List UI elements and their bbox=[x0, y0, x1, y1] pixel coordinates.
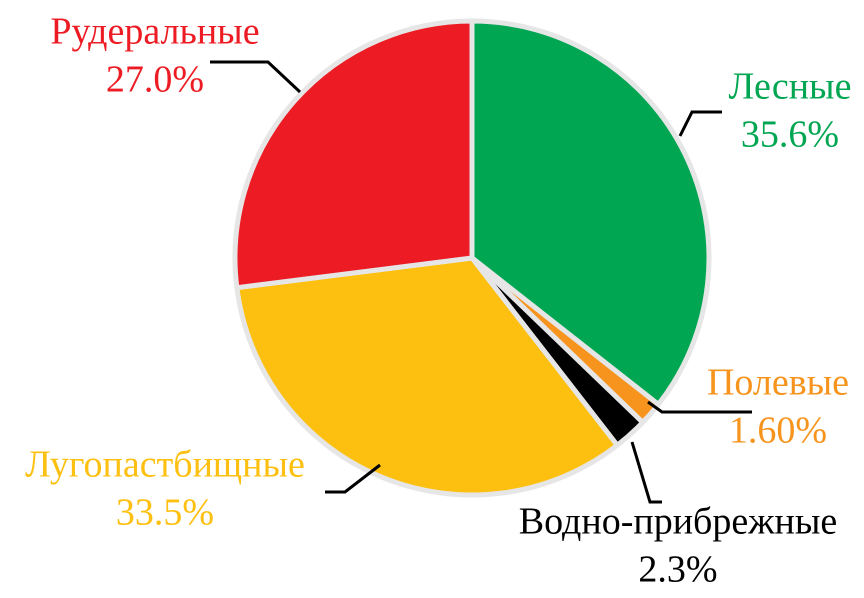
pie-slice bbox=[234, 255, 620, 498]
value-label: 1.60% bbox=[729, 410, 827, 452]
value-label: 27.0% bbox=[106, 59, 204, 101]
value-label: 2.3% bbox=[638, 549, 717, 591]
slice-label: Водно-прибрежные bbox=[519, 501, 837, 543]
leader-line bbox=[210, 60, 302, 94]
pie-slice bbox=[232, 18, 475, 291]
leader-line bbox=[630, 441, 662, 504]
slice-label: Полевые bbox=[707, 362, 849, 404]
leader-line bbox=[325, 463, 381, 494]
pie-slice bbox=[469, 18, 712, 407]
slice-label: Лугопастбищные bbox=[25, 444, 305, 486]
value-label: 35.6% bbox=[741, 114, 839, 156]
leader-line bbox=[678, 110, 722, 137]
slice-label: Рудеральные bbox=[50, 11, 259, 53]
leader-line bbox=[647, 400, 752, 414]
value-label: 33.5% bbox=[116, 492, 214, 534]
slice-label: Лесные bbox=[729, 66, 852, 108]
